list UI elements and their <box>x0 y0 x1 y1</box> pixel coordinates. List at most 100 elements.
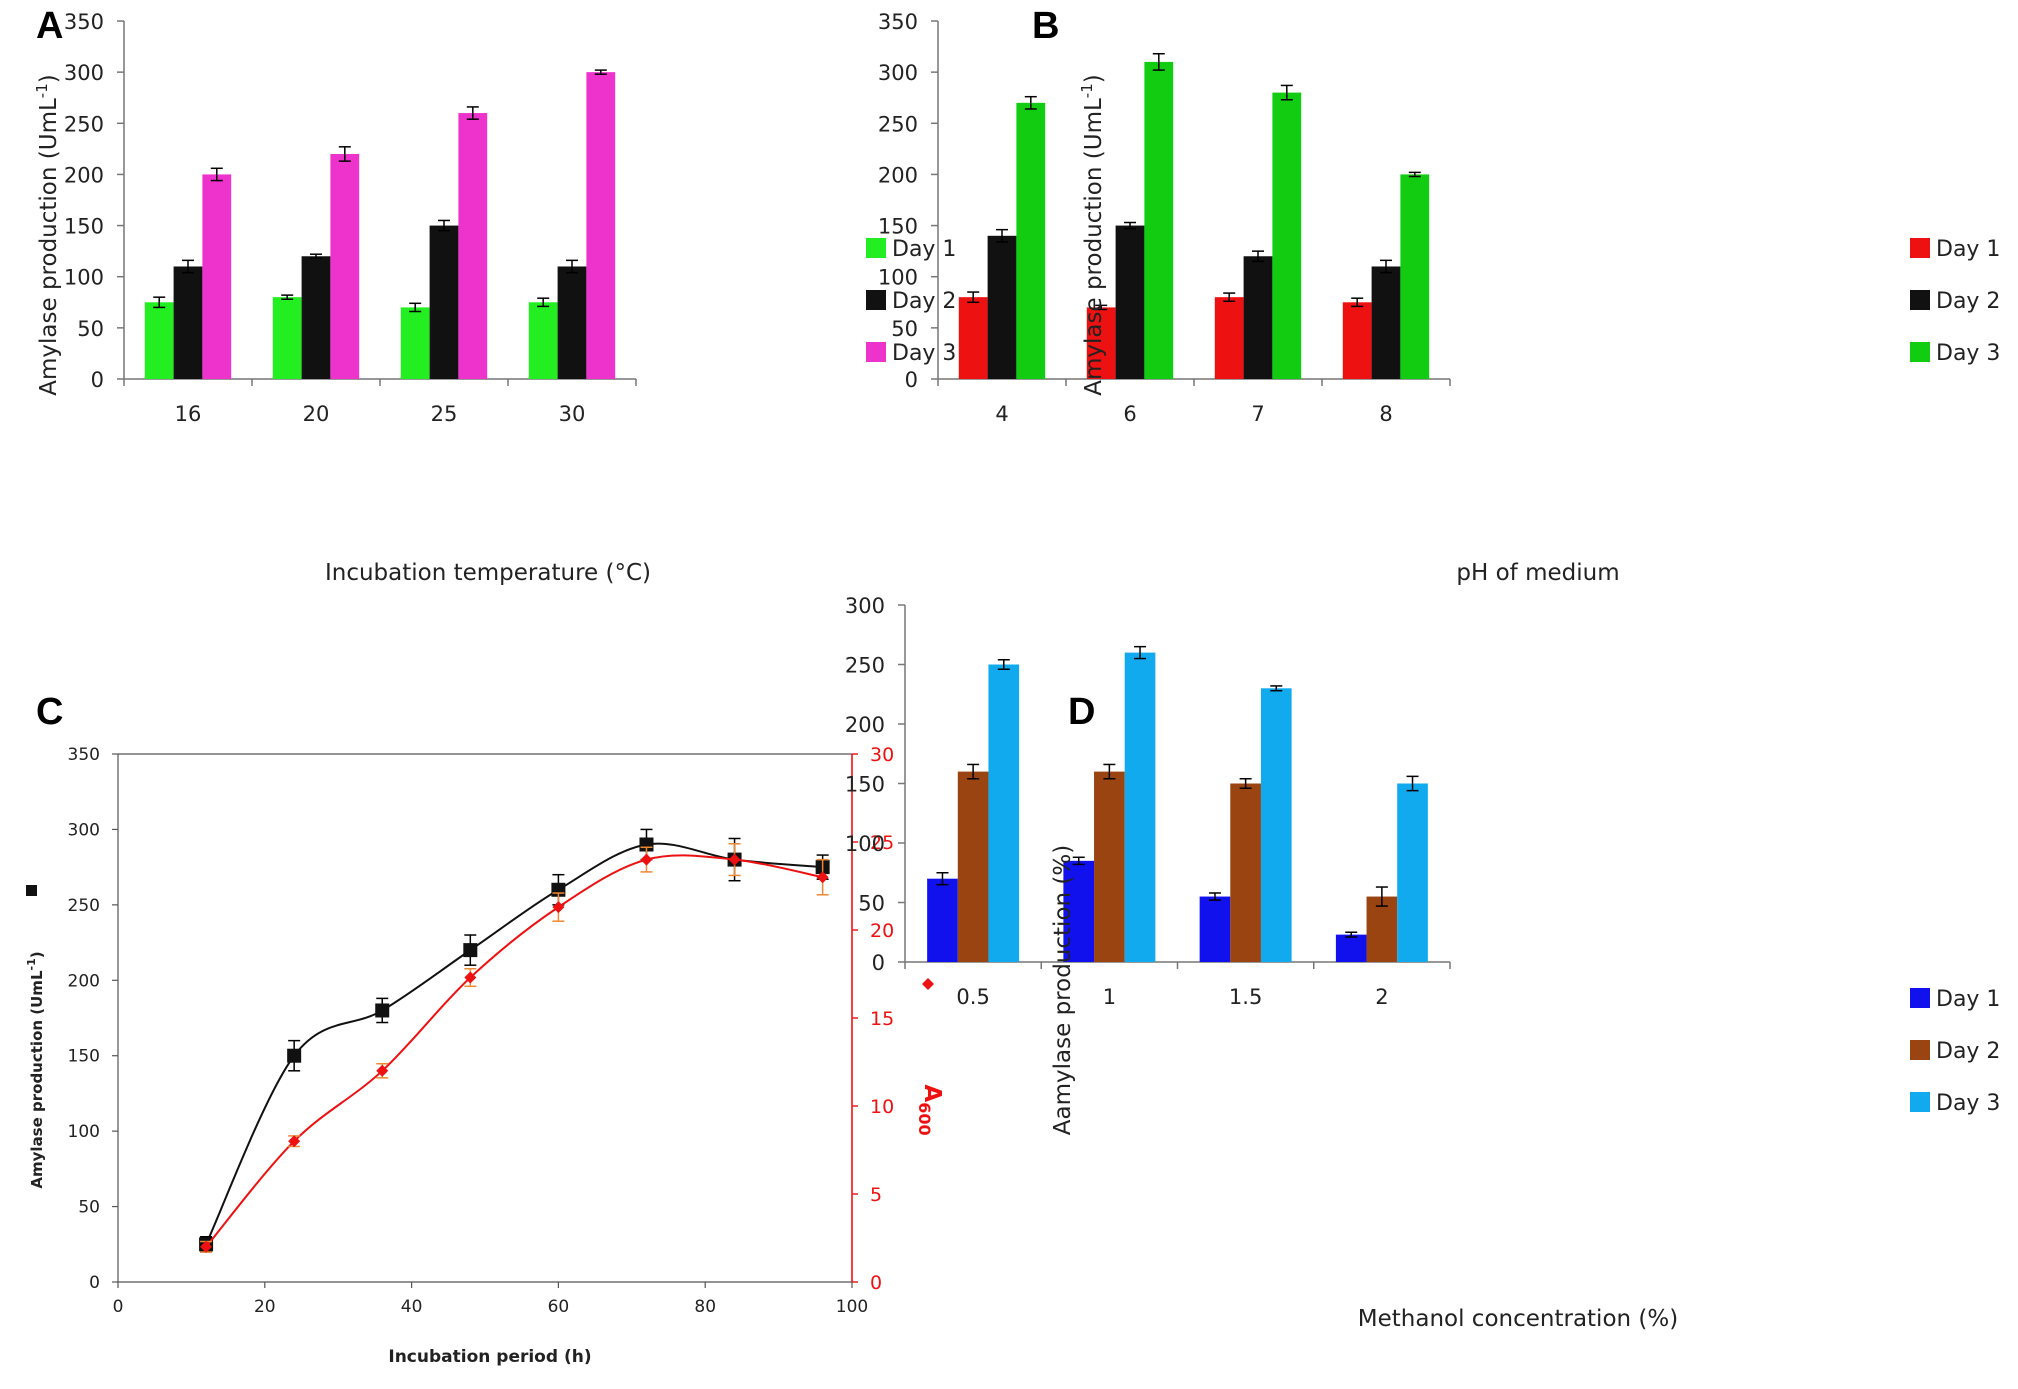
panel-a-y-axis-title: Amylase production (UmL-1) <box>33 74 62 395</box>
panel-b-legend-label: Day 3 <box>1936 341 2000 366</box>
panel-c-point-a600-60 <box>552 901 565 914</box>
panel-c-y2-tick-label: 5 <box>870 1184 882 1206</box>
panel-c-y2-axis-title: A600 <box>915 1084 945 1135</box>
panel-c-x-tick-label: 60 <box>548 1297 570 1317</box>
panel-a-y-tick-label: 200 <box>64 163 104 187</box>
panel-b-bar-day-3-6 <box>1144 61 1174 380</box>
panel-c-y-axis-square-marker <box>26 885 37 896</box>
panel-c-series <box>199 828 830 1253</box>
panel-a-bar-day-2-25 <box>429 225 459 379</box>
panel-b-legend-label: Day 2 <box>1936 289 2000 314</box>
panel-d-bar-day-3-2 <box>1397 783 1428 962</box>
panel-b-y-tick-label: 250 <box>878 112 918 136</box>
panel-d-bar-day-1-1 <box>1063 860 1095 962</box>
panel-d-x-tick-label: 0.5 <box>956 985 989 1009</box>
panel-d-y-tick-label: 300 <box>845 594 885 618</box>
panel-b-bar-day-2-8 <box>1371 266 1401 379</box>
panel-d-bar-day-3-1_5 <box>1260 688 1292 962</box>
panel-a-y-tick-label: 300 <box>64 61 104 85</box>
panel-c-point-a600-96 <box>816 871 829 884</box>
panel-d-bars <box>927 645 1428 962</box>
panel-a-legend-swatch-day-2 <box>866 290 886 310</box>
panel-a-y-tick-label: 250 <box>64 112 104 136</box>
panel-b-y-axis-title: Amylase production (UmL-1) <box>1078 74 1107 395</box>
panel-b-x-axis-title: pH of medium <box>1456 560 1619 586</box>
panel-d-y-tick-label: 200 <box>845 713 885 737</box>
panel-d-label: D <box>1068 691 1095 733</box>
panel-a-x-tick-label: 25 <box>431 402 458 426</box>
panel-d-x-tick-label: 1.5 <box>1229 985 1262 1009</box>
panel-a-bar-day-3-25 <box>458 113 488 380</box>
panel-a-x-tick-label: 20 <box>303 402 330 426</box>
panel-c-y2-tick-label: 20 <box>870 920 894 942</box>
panel-b-bar-day-1-6 <box>1086 307 1116 379</box>
panel-b-axes: 0 50 100 150 200 250 300 350 4 6 7 8 <box>878 10 1451 426</box>
panel-c-y2-tick-label: 0 <box>870 1272 882 1294</box>
panel-b-y-tick-label: 350 <box>878 10 918 34</box>
panel-a-x-tick-label: 30 <box>559 402 586 426</box>
panel-d-legend-label: Day 3 <box>1936 1091 2000 1116</box>
panel-b-x-tick-label: 8 <box>1379 402 1392 426</box>
panel-c-point-a600-84 <box>728 853 741 866</box>
panel-a-legend-label: Day 3 <box>892 341 956 366</box>
panel-b-bar-day-1-8 <box>1342 302 1372 379</box>
panel-b-x-tick-label: 6 <box>1123 402 1136 426</box>
panel-a-y-tick-label: 50 <box>77 317 104 341</box>
panel-b-legend-swatch-day-3 <box>1910 342 1930 362</box>
panel-a-bar-day-3-16 <box>202 174 232 379</box>
panel-d-legend-swatch-day-3 <box>1910 1092 1930 1112</box>
panel-c-y-tick-label: 50 <box>78 1198 100 1218</box>
panel-a-legend: Day 1 Day 2 Day 3 <box>866 237 956 366</box>
panel-d-x-axis-title: Methanol concentration (%) <box>1358 1306 1678 1332</box>
panel-c-x-tick-label: 80 <box>694 1297 716 1317</box>
panel-a-legend-label: Day 1 <box>892 237 956 262</box>
panel-c-y-tick-label: 100 <box>68 1122 100 1142</box>
panel-c-point-amylase-24 <box>287 1048 302 1063</box>
panel-a-x-axis-title: Incubation temperature (°C) <box>325 560 651 586</box>
panel-c-y2-axis-diamond-marker <box>922 978 934 990</box>
panel-d-y-tick-label: 0 <box>872 951 885 975</box>
panel-c-y-tick-label: 0 <box>89 1273 100 1293</box>
panel-d-legend: Day 1 Day 2 Day 3 <box>1910 987 2000 1116</box>
panel-a-bar-day-1-25 <box>400 307 430 379</box>
panel-a-y-tick-label: 100 <box>64 266 104 290</box>
panel-c-point-amylase-48 <box>463 943 478 958</box>
panel-d-bar-day-3-0_5 <box>988 664 1020 962</box>
panel-a-bar-day-1-20 <box>272 297 302 379</box>
panel-c-x-tick-label: 40 <box>401 1297 423 1317</box>
panel-a-bar-day-3-20 <box>330 153 360 379</box>
panel-b-y-tick-label: 0 <box>905 368 918 392</box>
panel-c-y2-tick-label: 15 <box>870 1008 894 1030</box>
panel-c-point-a600-24 <box>288 1135 301 1148</box>
panel-b-bar-day-3-8 <box>1400 174 1430 379</box>
panel-c-y-axis-title: Amylase production (UmL-1) <box>25 951 46 1188</box>
panel-c-point-amylase-36 <box>375 1003 390 1018</box>
panel-b-bar-day-2-4 <box>987 235 1017 379</box>
panel-d-bar-day-1-1_5 <box>1199 896 1231 962</box>
panel-c-y-tick-label: 150 <box>68 1047 100 1067</box>
panel-b-bar-day-3-7 <box>1272 92 1302 379</box>
panel-d-legend-label: Day 2 <box>1936 1039 2000 1064</box>
panel-a-bar-day-1-16 <box>144 302 174 379</box>
panel-b-y-tick-label: 300 <box>878 61 918 85</box>
panel-d-legend-swatch-day-1 <box>1910 988 1930 1008</box>
panel-d-bar-day-3-1 <box>1124 652 1156 962</box>
panel-c-y2-tick-label: 10 <box>870 1096 894 1118</box>
panel-d-bar-day-2-1_5 <box>1230 783 1261 962</box>
panel-c-y-tick-label: 350 <box>68 745 100 765</box>
panel-a-y-tick-label: 150 <box>64 215 104 239</box>
panel-a-y-tick-label: 350 <box>64 10 104 34</box>
panel-b-x-tick-label: 7 <box>1251 402 1264 426</box>
panel-b-bar-day-2-6 <box>1115 225 1145 379</box>
panel-d-x-tick-label: 2 <box>1375 985 1388 1009</box>
panel-c-y2-tick-label: 30 <box>870 744 894 766</box>
panel-b-y-tick-label: 200 <box>878 163 918 187</box>
panel-a-label: A <box>36 5 63 47</box>
panel-b-label: B <box>1032 5 1059 47</box>
panel-c-x-tick-label: 0 <box>113 1297 124 1317</box>
panel-c-x-axis-title: Incubation period (h) <box>388 1347 591 1367</box>
panel-d-y-axis-title: Aamylase production (%) <box>1050 845 1076 1135</box>
